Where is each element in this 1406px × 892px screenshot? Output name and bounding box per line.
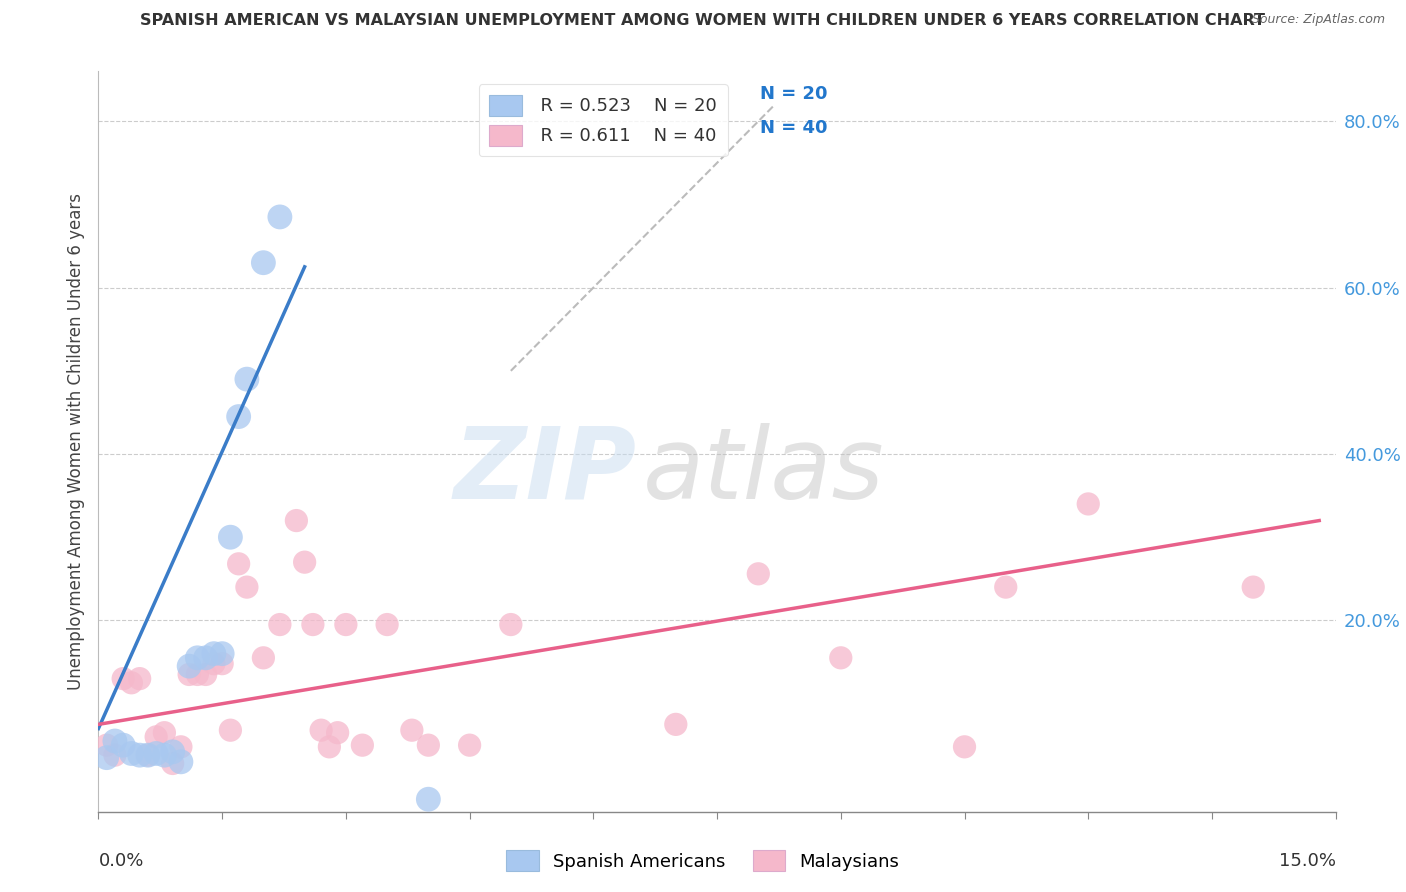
Point [236, 580, 259, 594]
Point [953, 739, 976, 754]
Point [128, 748, 150, 763]
Point [401, 723, 423, 738]
Point [112, 672, 135, 686]
Point [326, 725, 349, 739]
Point [269, 617, 291, 632]
Point [96, 738, 118, 752]
Point [170, 739, 193, 754]
Point [269, 210, 291, 224]
Point [335, 617, 357, 632]
Point [179, 667, 201, 681]
Point [104, 734, 127, 748]
Point [136, 748, 159, 763]
Point [375, 617, 398, 632]
Point [318, 739, 340, 754]
Point [112, 738, 135, 752]
Point [294, 555, 316, 569]
Point [219, 723, 242, 738]
Point [153, 725, 176, 739]
Point [830, 650, 852, 665]
Text: atlas: atlas [643, 423, 884, 520]
Point [145, 747, 167, 761]
Point [302, 617, 325, 632]
Point [418, 792, 440, 806]
Point [665, 717, 688, 731]
Point [285, 514, 308, 528]
Point [162, 756, 184, 771]
Text: N = 20: N = 20 [761, 86, 828, 103]
Point [153, 748, 176, 763]
Point [202, 647, 225, 661]
Text: SPANISH AMERICAN VS MALAYSIAN UNEMPLOYMENT AMONG WOMEN WITH CHILDREN UNDER 6 YEA: SPANISH AMERICAN VS MALAYSIAN UNEMPLOYME… [141, 13, 1265, 29]
Point [236, 372, 259, 386]
Point [352, 738, 374, 752]
Point [136, 748, 159, 763]
Point [186, 650, 208, 665]
Y-axis label: Unemployment Among Women with Children Under 6 years: Unemployment Among Women with Children U… [66, 193, 84, 690]
Point [211, 647, 233, 661]
Point [1077, 497, 1099, 511]
Point [162, 745, 184, 759]
Point [994, 580, 1017, 594]
Point [145, 730, 167, 744]
Point [120, 675, 142, 690]
Point [120, 747, 142, 761]
Point [747, 566, 769, 581]
Point [179, 659, 201, 673]
Text: 0.0%: 0.0% [98, 853, 143, 871]
Point [186, 667, 208, 681]
Legend:   R = 0.523    N = 20,   R = 0.611    N = 40: R = 0.523 N = 20, R = 0.611 N = 40 [478, 84, 728, 156]
Point [499, 617, 522, 632]
Point [418, 738, 440, 752]
Point [219, 530, 242, 544]
Point [1241, 580, 1264, 594]
Point [458, 738, 481, 752]
Point [252, 255, 274, 269]
Point [228, 409, 250, 424]
Point [96, 750, 118, 764]
Legend: Spanish Americans, Malaysians: Spanish Americans, Malaysians [499, 843, 907, 879]
Text: Source: ZipAtlas.com: Source: ZipAtlas.com [1251, 13, 1385, 27]
Text: ZIP: ZIP [454, 423, 637, 520]
Point [228, 557, 250, 571]
Point [194, 667, 217, 681]
Point [170, 755, 193, 769]
Point [309, 723, 332, 738]
Point [202, 657, 225, 671]
Point [211, 657, 233, 671]
Point [194, 650, 217, 665]
Point [128, 672, 150, 686]
Text: 15.0%: 15.0% [1278, 853, 1336, 871]
Point [104, 748, 127, 763]
Point [252, 650, 274, 665]
Text: N = 40: N = 40 [761, 119, 828, 136]
